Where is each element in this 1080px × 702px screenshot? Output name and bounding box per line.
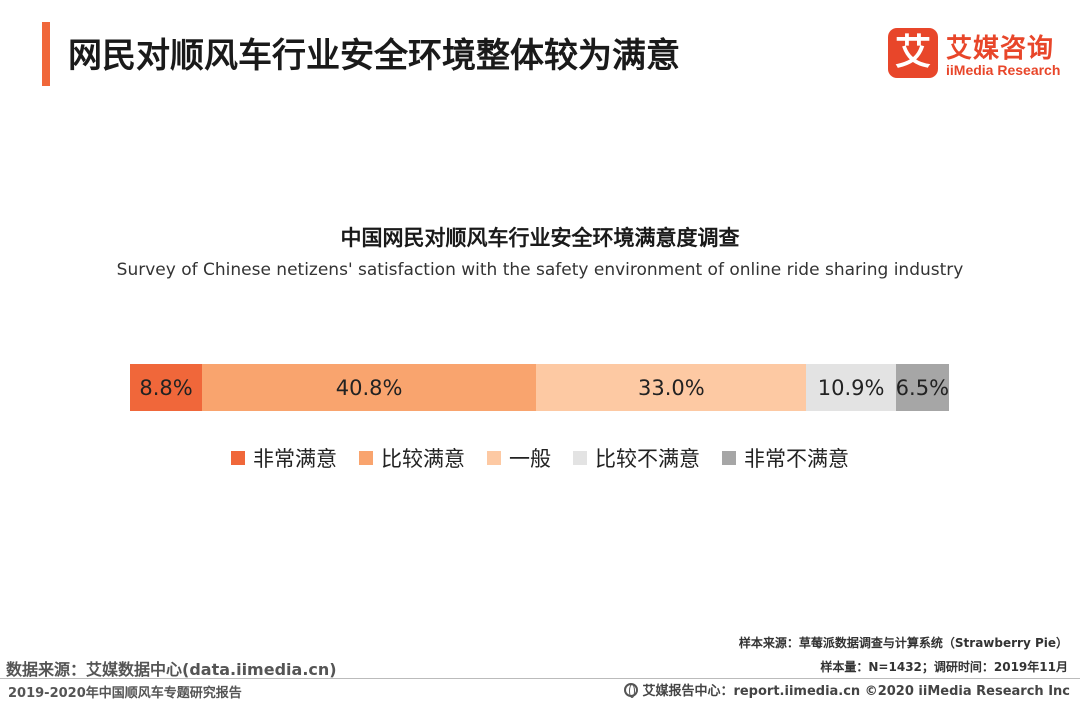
title-accent-bar <box>42 22 50 86</box>
legend-label: 一般 <box>509 447 551 471</box>
footer-credits: 艾媒报告中心：report.iimedia.cn ©2020 iiMedia R… <box>624 680 1070 699</box>
brand-logo: 艾 艾媒咨询 iiMedia Research <box>888 28 1068 82</box>
chart-title: 中国网民对顺风车行业安全环境满意度调查 <box>340 226 740 250</box>
legend-swatch <box>359 451 373 465</box>
footer-report-name: 2019-2020年中国顺风车专题研究报告 <box>8 686 242 701</box>
footer-credits-text: 艾媒报告中心：report.iimedia.cn ©2020 iiMedia R… <box>642 684 1070 699</box>
logo-mark: 艾 <box>888 28 938 78</box>
logo-name-cn: 艾媒咨询 <box>946 34 1055 64</box>
legend-swatch <box>487 451 501 465</box>
data-label: 8.8% <box>139 375 193 400</box>
legend-item: 比较满意 <box>359 443 465 473</box>
data-label: 33.0% <box>637 375 705 400</box>
data-label: 40.8% <box>335 375 403 400</box>
bar-segment-5: 6.5% <box>895 364 949 411</box>
data-label: 6.5% <box>895 375 949 400</box>
page-title: 网民对顺风车行业安全环境整体较为满意 <box>68 36 680 76</box>
sample-source-note: 样本来源：草莓派数据调查与计算系统（Strawberry Pie） <box>738 636 1068 650</box>
data-source-note: 数据来源：艾媒数据中心(data.iimedia.cn) <box>6 660 337 679</box>
logo-name-en: iiMedia Research <box>946 62 1061 78</box>
sample-size-note: 样本量：N=1432；调研时间：2019年11月 <box>820 660 1068 674</box>
legend-label: 非常满意 <box>253 447 337 471</box>
bar-segment-1: 8.8% <box>130 364 203 411</box>
legend-item: 非常满意 <box>231 443 337 473</box>
legend-swatch <box>231 451 245 465</box>
bar-segment-3: 33.0% <box>536 364 807 411</box>
bar-segment-2: 40.8% <box>202 364 537 411</box>
chart-subtitle: Survey of Chinese netizens' satisfaction… <box>116 260 964 280</box>
legend-swatch <box>722 451 736 465</box>
legend-item: 非常不满意 <box>722 443 849 473</box>
data-label: 10.9% <box>817 375 885 400</box>
footer-divider <box>0 678 1080 679</box>
legend-label: 比较不满意 <box>595 447 700 471</box>
bar-segment-4: 10.9% <box>806 364 896 411</box>
legend-item: 比较不满意 <box>573 443 700 473</box>
legend-label: 非常不满意 <box>744 447 849 471</box>
legend-swatch <box>573 451 587 465</box>
legend-item: 一般 <box>487 443 551 473</box>
globe-icon <box>624 682 639 698</box>
stacked-bar: 8.8% 40.8% 33.0% 10.9% 6.5% <box>130 364 949 411</box>
chart-legend: 非常满意 比较满意 一般 比较不满意 非常不满意 <box>0 443 1080 473</box>
legend-label: 比较满意 <box>381 447 465 471</box>
